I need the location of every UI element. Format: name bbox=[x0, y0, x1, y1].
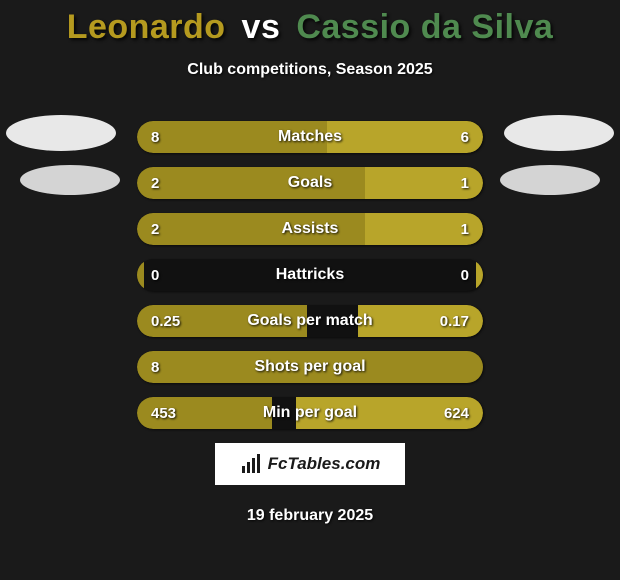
player2-name: Cassio da Silva bbox=[296, 8, 553, 46]
stat-label: Assists bbox=[137, 213, 483, 245]
stat-bars: 86Matches 21Goals 21Assists 00Hattricks 0.25… bbox=[137, 121, 483, 429]
stat-label: Matches bbox=[137, 121, 483, 153]
stat-row: 00Hattricks bbox=[137, 259, 483, 291]
comparison-area: 86Matches 21Goals 21Assists 00Hattricks 0.25… bbox=[0, 121, 620, 429]
player1-team-placeholder bbox=[20, 165, 120, 195]
stat-row: 86Matches bbox=[137, 121, 483, 153]
stat-row: 21Goals bbox=[137, 167, 483, 199]
date-label: 19 february 2025 bbox=[0, 507, 620, 525]
stat-label: Goals bbox=[137, 167, 483, 199]
stat-label: Shots per goal bbox=[137, 351, 483, 383]
stat-row: 21Assists bbox=[137, 213, 483, 245]
watermark: FcTables.com bbox=[215, 443, 405, 485]
vs-label: vs bbox=[242, 8, 281, 46]
stat-row: 0.250.17Goals per match bbox=[137, 305, 483, 337]
stat-row: 8Shots per goal bbox=[137, 351, 483, 383]
watermark-text: FcTables.com bbox=[268, 454, 381, 474]
subtitle: Club competitions, Season 2025 bbox=[0, 61, 620, 79]
comparison-title: Leonardo vs Cassio da Silva bbox=[0, 0, 620, 47]
stat-label: Min per goal bbox=[137, 397, 483, 429]
player2-avatar-placeholder bbox=[504, 115, 614, 151]
stat-label: Goals per match bbox=[137, 305, 483, 337]
stat-label: Hattricks bbox=[137, 259, 483, 291]
chart-icon bbox=[240, 453, 262, 475]
player1-name: Leonardo bbox=[67, 8, 226, 46]
player2-team-placeholder bbox=[500, 165, 600, 195]
player1-avatar-placeholder bbox=[6, 115, 116, 151]
stat-row: 453624Min per goal bbox=[137, 397, 483, 429]
